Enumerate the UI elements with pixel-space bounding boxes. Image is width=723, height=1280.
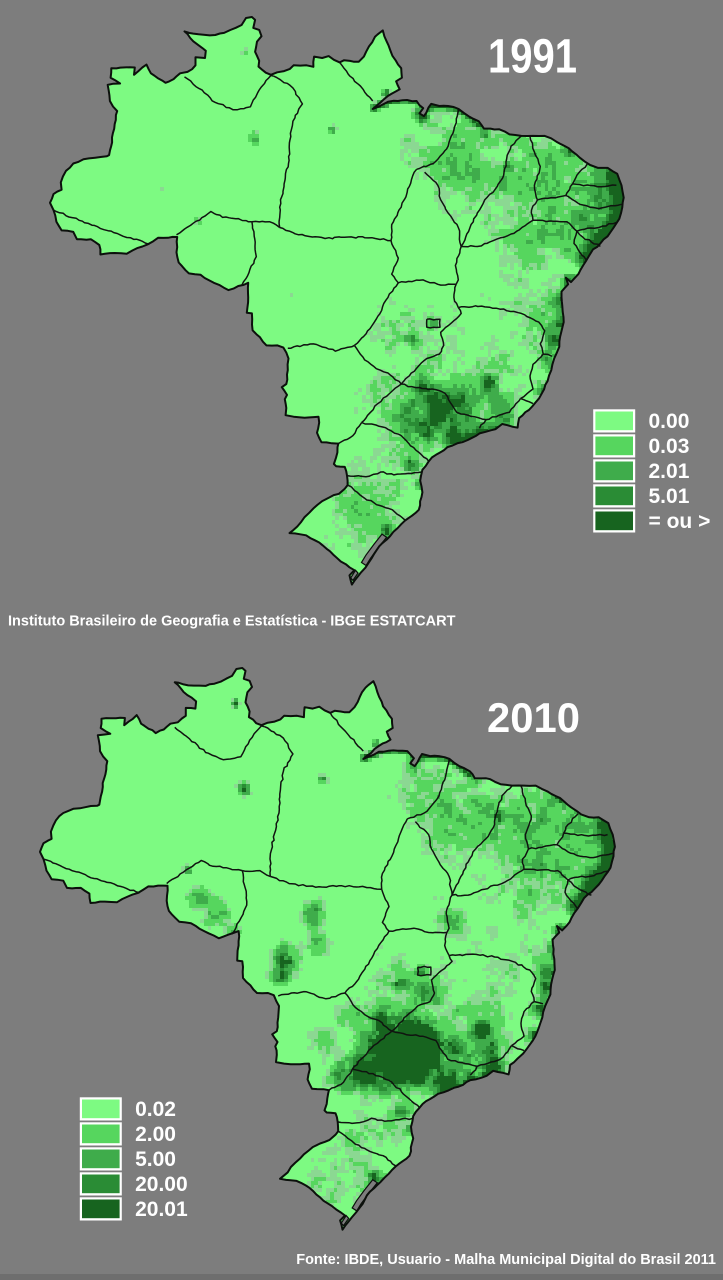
svg-text:0.03: 0.03	[649, 435, 690, 458]
svg-text:20.00: 20.00	[135, 1173, 188, 1196]
svg-text:2.00: 2.00	[135, 1123, 176, 1146]
svg-text:20.01: 20.01	[135, 1198, 188, 1221]
svg-text:= ou >: = ou >	[649, 510, 711, 533]
svg-text:5.00: 5.00	[135, 1148, 176, 1171]
svg-text:5.01: 5.01	[649, 485, 690, 508]
svg-text:2.01: 2.01	[649, 460, 690, 483]
svg-text:0.02: 0.02	[135, 1098, 176, 1121]
svg-text:1991: 1991	[488, 31, 577, 84]
svg-text:2010: 2010	[487, 694, 580, 741]
svg-text:Fonte: IBDE, Usuario - Malha M: Fonte: IBDE, Usuario - Malha Municipal D…	[296, 1252, 716, 1268]
svg-text:0.00: 0.00	[649, 410, 690, 433]
svg-text:Instituto Brasileiro de Geogra: Instituto Brasileiro de Geografia e Esta…	[8, 614, 456, 630]
